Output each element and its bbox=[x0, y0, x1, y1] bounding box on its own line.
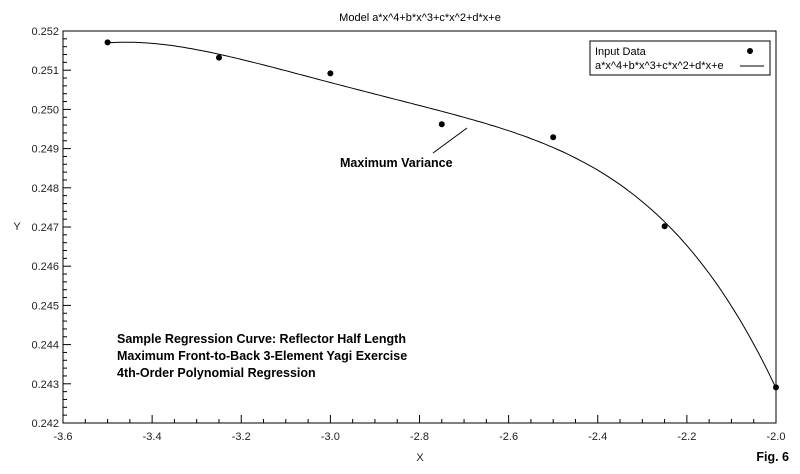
y-tick-label: 0.246 bbox=[31, 261, 59, 273]
y-axis-label: Y bbox=[13, 221, 21, 233]
axes: 0.242 0.243 0.244 0.245 0.246 0.247 0.248 0.249… bbox=[31, 26, 785, 443]
annotation-pointer bbox=[432, 127, 468, 154]
data-point bbox=[327, 70, 334, 77]
y-tick-label: 0.251 bbox=[31, 65, 59, 77]
y-tick-label: 0.249 bbox=[31, 144, 59, 156]
x-tick-label: -2.6 bbox=[499, 431, 518, 443]
legend-box bbox=[589, 40, 771, 76]
y-tick-label: 0.250 bbox=[31, 104, 59, 116]
y-tick-label: 0.242 bbox=[31, 418, 59, 430]
y-tick-label: 0.245 bbox=[31, 300, 59, 312]
x-tick-label: -2.8 bbox=[410, 431, 429, 443]
data-point bbox=[661, 223, 668, 230]
y-tick-label: 0.247 bbox=[31, 222, 59, 234]
note-line-1: Sample Regression Curve: Reflector Half … bbox=[117, 332, 406, 346]
y-tick-label: 0.244 bbox=[31, 340, 59, 352]
legend-label-fit: a*x^4+b*x^3+c*x^2+d*x+e bbox=[595, 60, 724, 72]
x-tick-label: -3.6 bbox=[54, 431, 73, 443]
max-variance-annotation: Maximum Variance bbox=[340, 156, 453, 170]
x-tick-label: -2.0 bbox=[767, 431, 786, 443]
data-point bbox=[215, 54, 222, 61]
y-tick-label: 0.252 bbox=[31, 26, 59, 38]
x-tick-label: -3.4 bbox=[143, 431, 162, 443]
x-tick-label: -3.2 bbox=[232, 431, 251, 443]
data-point bbox=[550, 134, 557, 141]
x-tick-label: -2.2 bbox=[677, 431, 696, 443]
data-points bbox=[104, 39, 779, 391]
legend: Input Data a*x^4+b*x^3+c*x^2+d*x+e bbox=[589, 40, 771, 76]
fit-curve bbox=[107, 41, 777, 389]
legend-marker-dot bbox=[747, 48, 753, 54]
legend-label-data: Input Data bbox=[595, 46, 647, 58]
note-line-3: 4th-Order Polynomial Regression bbox=[117, 366, 316, 380]
data-point bbox=[104, 39, 111, 46]
y-tick-label: 0.243 bbox=[31, 379, 59, 391]
y-tick-label: 0.248 bbox=[31, 183, 59, 195]
data-point bbox=[438, 121, 445, 128]
data-point bbox=[773, 384, 779, 391]
chart-title: Model a*x^4+b*x^3+c*x^2+d*x+e bbox=[339, 12, 501, 24]
x-tick-label: -2.4 bbox=[588, 431, 607, 443]
figure-label: Fig. 6 bbox=[756, 450, 789, 464]
x-axis-label: X bbox=[416, 452, 424, 464]
x-tick-label: -3.0 bbox=[321, 431, 340, 443]
note-line-2: Maximum Front-to-Back 3-Element Yagi Exe… bbox=[117, 349, 407, 363]
